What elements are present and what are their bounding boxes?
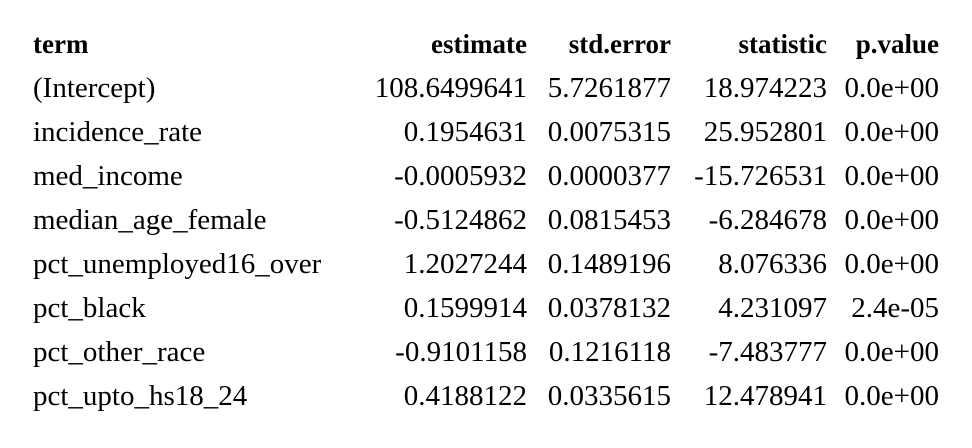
cell-term: pct_black	[33, 292, 146, 324]
cell-statistic: -6.284678	[708, 204, 827, 236]
header-row: term estimate std.error statistic p.valu…	[33, 22, 939, 66]
header-p-value: p.value	[855, 29, 939, 59]
cell-p-value: 0.0e+00	[844, 380, 939, 412]
cell-statistic: -15.726531	[694, 160, 827, 192]
cell-term: pct_other_race	[33, 336, 206, 368]
cell-term: pct_upto_hs18_24	[33, 380, 248, 412]
cell-p-value: 0.0e+00	[844, 116, 939, 148]
cell-std-error: 0.0000377	[547, 160, 671, 192]
cell-term: pct_unemployed16_over	[33, 248, 322, 280]
table-body: (Intercept) 108.6499641 5.7261877 18.974…	[33, 66, 939, 418]
cell-statistic: -7.483777	[708, 336, 827, 368]
cell-std-error: 0.0815453	[547, 204, 671, 236]
cell-std-error: 0.0378132	[547, 292, 671, 324]
cell-estimate: 0.1599914	[403, 292, 527, 324]
table-row: pct_other_race -0.9101158 0.1216118 -7.4…	[33, 330, 939, 374]
cell-statistic: 8.076336	[718, 248, 827, 280]
header-std-error: std.error	[568, 29, 671, 59]
cell-term: incidence_rate	[33, 116, 203, 148]
cell-std-error: 0.1216118	[548, 336, 671, 368]
table-row: incidence_rate 0.1954631 0.0075315 25.95…	[33, 110, 939, 154]
regression-table-container: term estimate std.error statistic p.valu…	[33, 22, 939, 418]
cell-statistic: 12.478941	[703, 380, 827, 412]
cell-std-error: 5.7261877	[547, 72, 671, 104]
table-header: term estimate std.error statistic p.valu…	[33, 22, 939, 66]
cell-estimate: 1.2027244	[403, 248, 527, 280]
cell-estimate: -0.9101158	[395, 336, 527, 368]
regression-results-table: term estimate std.error statistic p.valu…	[33, 22, 939, 418]
header-estimate: estimate	[431, 29, 527, 59]
cell-estimate: -0.5124862	[394, 204, 527, 236]
cell-estimate: 108.6499641	[374, 72, 527, 104]
table-row: pct_upto_hs18_24 0.4188122 0.0335615 12.…	[33, 374, 939, 418]
cell-p-value: 0.0e+00	[844, 72, 939, 104]
cell-estimate: 0.1954631	[403, 116, 527, 148]
cell-term: med_income	[33, 160, 183, 192]
header-term: term	[33, 29, 89, 59]
cell-std-error: 0.1489196	[547, 248, 671, 280]
cell-p-value: 0.0e+00	[844, 336, 939, 368]
cell-statistic: 25.952801	[703, 116, 827, 148]
table-row: med_income -0.0005932 0.0000377 -15.7265…	[33, 154, 939, 198]
table-row: median_age_female -0.5124862 0.0815453 -…	[33, 198, 939, 242]
cell-p-value: 0.0e+00	[844, 160, 939, 192]
table-row: pct_black 0.1599914 0.0378132 4.231097 2…	[33, 286, 939, 330]
table-row: pct_unemployed16_over 1.2027244 0.148919…	[33, 242, 939, 286]
cell-statistic: 18.974223	[703, 72, 827, 104]
cell-p-value: 0.0e+00	[844, 248, 939, 280]
cell-term: (Intercept)	[33, 72, 156, 104]
cell-p-value: 0.0e+00	[844, 204, 939, 236]
cell-term: median_age_female	[33, 204, 267, 236]
cell-std-error: 0.0335615	[547, 380, 671, 412]
cell-p-value: 2.4e-05	[851, 292, 939, 324]
cell-std-error: 0.0075315	[547, 116, 671, 148]
table-row: (Intercept) 108.6499641 5.7261877 18.974…	[33, 66, 939, 110]
cell-estimate: 0.4188122	[403, 380, 527, 412]
cell-statistic: 4.231097	[718, 292, 827, 324]
cell-estimate: -0.0005932	[394, 160, 527, 192]
header-statistic: statistic	[738, 29, 827, 59]
